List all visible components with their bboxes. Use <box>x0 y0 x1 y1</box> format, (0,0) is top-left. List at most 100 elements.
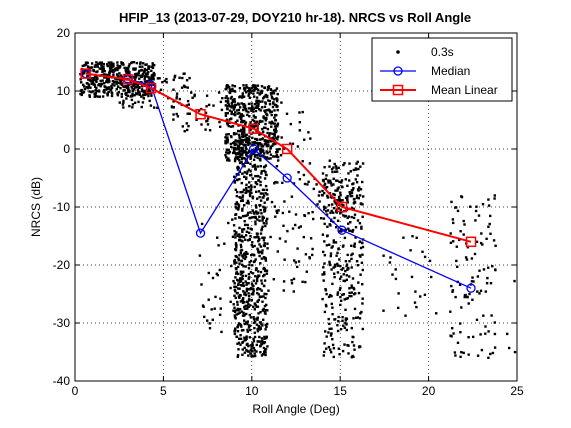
scatter-point <box>325 347 328 350</box>
scatter-point <box>245 153 248 157</box>
scatter-point <box>235 143 238 146</box>
scatter-point <box>450 200 453 204</box>
scatter-point <box>326 225 329 228</box>
scatter-point <box>242 103 246 106</box>
scatter-point <box>227 103 231 106</box>
scatter-point <box>254 106 258 109</box>
scatter-point <box>248 304 252 307</box>
scatter-point <box>356 174 359 177</box>
scatter-point <box>338 258 341 261</box>
scatter-point <box>243 319 246 322</box>
scatter-point <box>262 266 266 270</box>
scatter-point <box>103 91 106 94</box>
scatter-point <box>133 78 137 81</box>
scatter-point <box>134 82 137 85</box>
scatter-point <box>263 273 266 277</box>
scatter-point <box>259 311 262 314</box>
scatter-point <box>110 94 114 98</box>
scatter-point <box>173 76 176 79</box>
scatter-point <box>229 300 232 303</box>
scatter-point <box>266 345 269 348</box>
scatter-point <box>361 245 365 249</box>
scatter-point <box>256 291 259 295</box>
scatter-point <box>257 174 260 178</box>
scatter-point <box>84 61 88 64</box>
scatter-point <box>252 211 255 214</box>
scatter-point <box>172 78 175 82</box>
scatter-point <box>247 350 250 353</box>
scatter-point <box>338 180 341 184</box>
scatter-point <box>237 324 240 327</box>
scatter-point <box>263 244 266 248</box>
scatter-point <box>238 137 241 140</box>
scatter-point <box>328 223 331 226</box>
scatter-point <box>237 309 240 312</box>
scatter-point <box>226 136 229 139</box>
scatter-point <box>255 210 258 213</box>
scatter-point <box>259 351 262 354</box>
scatter-point <box>233 175 236 178</box>
scatter-point <box>240 329 244 332</box>
scatter-point <box>243 106 247 110</box>
scatter-point <box>256 340 259 343</box>
scatter-point <box>256 120 259 123</box>
scatter-point <box>116 74 119 78</box>
scatter-point <box>332 183 335 186</box>
scatter-point <box>235 132 238 135</box>
scatter-point <box>254 354 257 358</box>
scatter-point <box>247 149 251 152</box>
scatter-point <box>244 138 247 141</box>
scatter-point <box>264 157 268 160</box>
scatter-point <box>233 229 236 233</box>
scatter-point <box>132 68 135 71</box>
scatter-point <box>331 282 334 286</box>
scatter-point <box>325 292 328 296</box>
scatter-point <box>204 128 207 131</box>
scatter-point <box>200 123 203 126</box>
scatter-point <box>261 225 264 228</box>
scatter-point <box>105 80 108 84</box>
scatter-point <box>262 295 265 298</box>
y-axis-label: NRCS (dB) <box>29 177 43 237</box>
scatter-point <box>175 95 179 98</box>
scatter-point <box>242 311 245 315</box>
scatter-point <box>142 97 145 100</box>
scatter-point <box>357 197 360 200</box>
scatter-point <box>206 319 209 322</box>
scatter-point <box>80 81 83 84</box>
scatter-point <box>229 97 233 100</box>
scatter-point <box>226 84 229 87</box>
scatter-point <box>127 87 130 90</box>
scatter-point <box>320 217 323 220</box>
scatter-point <box>238 233 241 236</box>
scatter-point <box>347 352 350 355</box>
scatter-point <box>259 176 262 179</box>
scatter-point <box>240 245 243 249</box>
scatter-point <box>360 310 363 314</box>
scatter-point <box>273 134 276 137</box>
scatter-point <box>290 282 294 285</box>
scatter-point <box>156 77 160 80</box>
scatter-point <box>346 268 349 271</box>
scatter-point <box>233 85 237 88</box>
scatter-point <box>254 216 257 220</box>
scatter-point <box>147 70 150 74</box>
scatter-point <box>139 61 142 64</box>
scatter-point <box>309 237 313 240</box>
scatter-point <box>242 256 245 259</box>
scatter-point <box>245 147 248 151</box>
scatter-point <box>269 157 272 160</box>
scatter-point <box>111 83 114 86</box>
scatter-point <box>226 101 230 105</box>
scatter-point <box>264 259 268 262</box>
scatter-point <box>260 150 264 153</box>
scatter-point <box>236 330 240 333</box>
scatter-point <box>148 89 151 93</box>
scatter-point <box>344 196 348 199</box>
scatter-point <box>334 241 338 244</box>
scatter-point <box>224 104 227 107</box>
scatter-point <box>271 97 274 100</box>
scatter-point <box>226 159 229 162</box>
scatter-point <box>125 71 128 75</box>
scatter-point <box>193 94 196 98</box>
